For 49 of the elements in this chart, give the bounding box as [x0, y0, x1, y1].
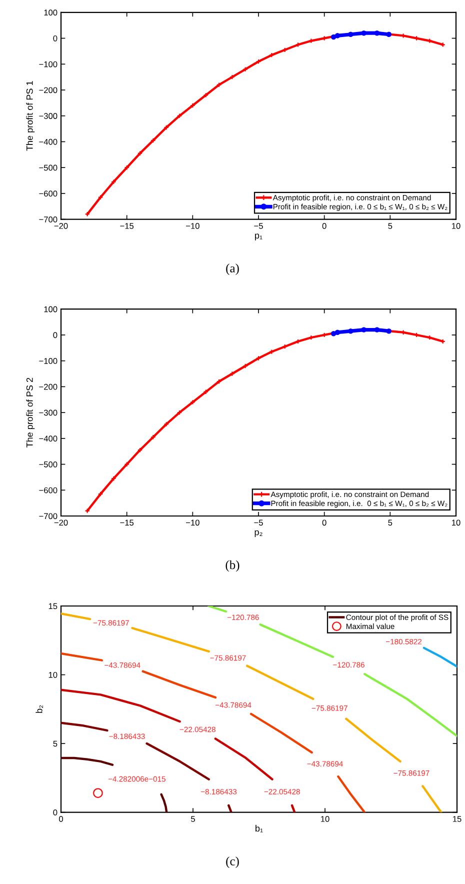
y-tick-label: −200 [39, 87, 58, 94]
y-axis-title: b₂ [36, 705, 43, 713]
text: (a) [226, 264, 239, 275]
y-tick-label: −600 [39, 487, 58, 494]
x-tick-label: 15 [453, 816, 462, 822]
x-tick-label: −15 [120, 223, 134, 229]
y-tick-label: −500 [39, 164, 58, 171]
y-tick-label: 5 [53, 740, 58, 747]
x-tick-label: 5 [388, 520, 392, 526]
x-axis-title: p₁ [255, 234, 262, 240]
y-tick-label: 0 [53, 35, 58, 42]
y-tick-label: 0 [53, 810, 58, 816]
x-axis-title: b₁ [256, 824, 263, 832]
x-tick-label: 5 [388, 223, 392, 229]
x-tick-label: −5 [254, 223, 263, 229]
y-tick-label: −500 [39, 461, 58, 468]
y-tick-label: 100 [44, 306, 58, 312]
text: (c) [226, 856, 239, 868]
y-tick-label: −100 [39, 358, 58, 364]
y-tick-label: −600 [39, 190, 58, 197]
y-tick-label: 0 [53, 332, 58, 338]
y-tick-label: −100 [39, 61, 58, 68]
x-axis-title: p₂ [254, 530, 262, 538]
y-tick-label: 10 [48, 672, 58, 678]
x-tick-label: 0 [322, 520, 326, 526]
x-tick-label: 0 [322, 222, 326, 229]
y-axis-title: The profit of PS 2 [26, 378, 35, 448]
y-axis-title: The profit of PS 1 [26, 81, 35, 151]
x-tick-label: 10 [321, 816, 330, 822]
x-tick-label: 10 [452, 222, 460, 229]
y-tick-label: −400 [39, 138, 58, 145]
y-tick-label: 100 [44, 10, 58, 16]
x-tick-label: −20 [54, 520, 68, 526]
y-tick-label: −700 [39, 216, 58, 222]
y-tick-label: −300 [39, 113, 58, 119]
x-tick-label: 0 [59, 816, 63, 822]
y-tick-label: −200 [39, 384, 58, 390]
y-tick-label: −400 [39, 436, 58, 442]
x-tick-label: −5 [254, 520, 263, 526]
text: (b) [226, 560, 240, 572]
x-tick-label: −20 [54, 222, 68, 229]
y-tick-label: 15 [48, 603, 58, 610]
x-tick-label: −10 [186, 222, 200, 229]
x-tick-label: −10 [186, 520, 200, 526]
x-tick-label: −15 [120, 520, 134, 526]
y-tick-label: −700 [39, 513, 58, 520]
y-tick-label: −300 [39, 410, 58, 416]
x-tick-label: 10 [452, 520, 460, 526]
x-tick-label: 5 [191, 816, 195, 822]
